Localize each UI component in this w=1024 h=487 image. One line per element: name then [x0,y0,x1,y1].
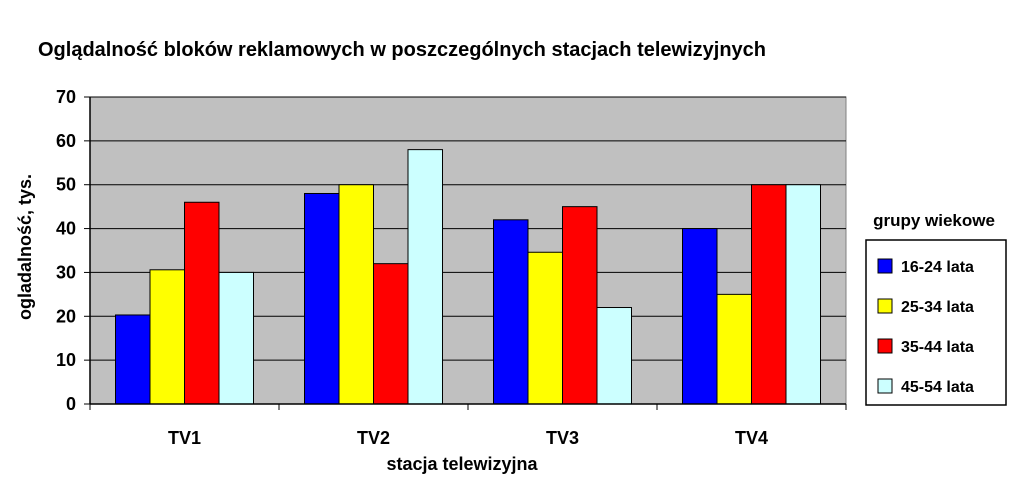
y-tick-label: 60 [56,131,76,151]
y-tick-label: 70 [56,87,76,107]
y-tick-label: 40 [56,219,76,239]
x-tick-label: TV2 [357,428,390,448]
bar-tv3-1 [527,251,563,405]
y-tick-labels: 0 10 20 30 40 50 60 70 [56,87,76,414]
bar-tv4-0 [682,228,718,405]
bar-tv3-2 [562,206,598,405]
x-tick-label: TV1 [168,428,201,448]
legend-swatch [877,378,893,394]
legend-entry: 25-34 lata [901,299,974,316]
y-tick-label: 10 [56,350,76,370]
y-tick-label: 50 [56,175,76,195]
legend-swatch [877,258,893,274]
y-tick-label: 20 [56,306,76,326]
bar-tv4-3 [785,184,821,405]
legend-swatch [877,298,893,314]
bar-tv1-2 [184,201,220,405]
x-tick-label: TV3 [546,428,579,448]
y-tick-label: 30 [56,262,76,282]
bar-tv4-2 [751,184,787,405]
legend-entry: 45-54 lata [901,379,974,396]
x-axis-label: stacja telewizyjna [386,454,538,474]
y-tick-label: 0 [66,394,76,414]
legend-entry: 16-24 lata [901,259,974,276]
x-tick-label: TV4 [735,428,768,448]
bar-tv2-0 [304,192,340,405]
x-tick-labels: TV1 TV2 TV3 TV4 [168,428,768,448]
bar-tv2-3 [407,149,443,405]
legend-swatch [877,338,893,354]
bar-tv4-1 [716,293,752,405]
bar-tv2-1 [338,184,374,405]
axes [84,96,847,410]
bar-tv1-1 [149,269,185,405]
legend: 16-24 lata 25-34 lata 35-44 lata 45-54 lata [865,239,1007,406]
bar-tv3-3 [596,307,632,405]
bar-tv1-0 [115,314,151,405]
bar-tv2-2 [373,263,409,405]
bar-tv1-3 [218,271,254,405]
bar-tv3-0 [493,219,529,405]
bars [115,149,821,405]
legend-title: grupy wiekowe [873,211,995,230]
legend-entry: 35-44 lata [901,339,974,356]
chart-title: Oglądalność bloków reklamowych w poszcze… [38,39,766,61]
y-axis-label: ogladalność, tys. [15,174,35,320]
